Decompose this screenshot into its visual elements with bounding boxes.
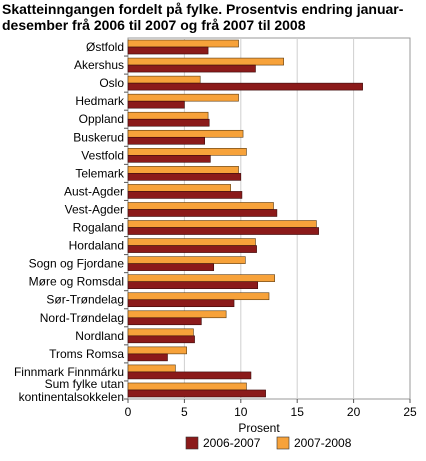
bar-2006-2007 xyxy=(127,136,206,145)
x-tick-label: 0 xyxy=(125,405,132,419)
bar-2007-2008 xyxy=(127,166,239,174)
bar-2006-2007 xyxy=(127,173,242,181)
legend-label: 2007-2008 xyxy=(294,436,352,450)
category-label: Sør-Trøndelag xyxy=(46,293,124,307)
x-tick-label: 5 xyxy=(181,405,188,419)
bar-2007-2008 xyxy=(127,364,176,373)
x-tick-label: 25 xyxy=(403,405,417,419)
x-axis-title: Prosent xyxy=(238,421,280,435)
bar-2007-2008 xyxy=(127,238,256,246)
category-label: Akershus xyxy=(74,58,124,72)
category-label: Sum fylke utan kontinentalsokkelen xyxy=(19,377,124,404)
x-tick-label: 20 xyxy=(347,405,361,419)
category-label: Hordaland xyxy=(69,239,124,253)
bar-2006-2007 xyxy=(127,209,278,217)
chart-title-line-2: desember frå 2006 til 2007 og frå 2007 t… xyxy=(2,17,306,33)
legend-swatch xyxy=(276,436,290,450)
bar-2006-2007 xyxy=(127,353,168,362)
bar-2006-2007 xyxy=(127,335,195,344)
bar-2007-2008 xyxy=(127,202,274,210)
bar-2006-2007 xyxy=(127,118,210,127)
bar-2006-2007 xyxy=(127,191,243,199)
category-label: Buskerud xyxy=(73,130,124,144)
category-label: Finnmark Finnmárku xyxy=(14,365,124,379)
category-label: Rogaland xyxy=(73,221,124,235)
category-label: Østfold xyxy=(86,40,124,54)
category-label: Sogn og Fjordane xyxy=(29,257,125,271)
category-label: Vest-Agder xyxy=(65,202,124,216)
category-label: Hedmark xyxy=(75,94,125,108)
x-tick-label: 10 xyxy=(234,405,248,419)
bar-2007-2008 xyxy=(127,328,194,337)
bar-2006-2007 xyxy=(127,245,257,253)
plot-area xyxy=(127,37,411,400)
bar-2006-2007 xyxy=(127,317,202,326)
bar-2007-2008 xyxy=(127,148,247,156)
bar-2007-2008 xyxy=(127,129,244,138)
category-label: Aust-Agder xyxy=(64,184,124,198)
category-label: Nord-Trøndelag xyxy=(40,311,124,325)
category-label: Troms Romsa xyxy=(49,347,124,361)
category-label-line: Sum fylke utan xyxy=(45,377,124,391)
chart-title: Skatteinngangen fordelt på fylke. Prosen… xyxy=(2,1,424,33)
bar-2006-2007 xyxy=(127,389,266,398)
bar-2007-2008 xyxy=(127,184,231,192)
bar-2007-2008 xyxy=(127,382,247,391)
chart-title-line-1: Skatteinngangen fordelt på fylke. Prosen… xyxy=(2,1,404,17)
bar-2006-2007 xyxy=(127,82,363,91)
category-label: Oslo xyxy=(99,76,124,90)
category-label-line: kontinentalsokkelen xyxy=(19,390,124,404)
bar-2006-2007 xyxy=(127,281,259,289)
bar-2007-2008 xyxy=(127,75,201,84)
bar-2007-2008 xyxy=(127,346,187,355)
bar-2006-2007 xyxy=(127,263,215,271)
legend-label: 2006-2007 xyxy=(203,436,261,450)
category-label: Vestfold xyxy=(81,148,124,162)
bar-2006-2007 xyxy=(127,100,185,109)
bar-2006-2007 xyxy=(127,64,256,73)
bar-2007-2008 xyxy=(127,274,275,282)
category-label: Telemark xyxy=(75,166,125,180)
bar-2006-2007 xyxy=(127,227,319,235)
bar-2007-2008 xyxy=(127,310,227,319)
x-tick-label: 15 xyxy=(291,405,305,419)
legend-swatch xyxy=(185,436,199,450)
bar-2006-2007 xyxy=(127,46,209,55)
bar-2007-2008 xyxy=(127,111,209,120)
bar-2007-2008 xyxy=(127,292,270,301)
bar-2006-2007 xyxy=(127,371,252,380)
bar-2007-2008 xyxy=(127,93,239,102)
bar-2006-2007 xyxy=(127,299,235,308)
bar-2006-2007 xyxy=(127,155,211,163)
bar-2007-2008 xyxy=(127,39,239,48)
bar-2007-2008 xyxy=(127,220,317,228)
category-label: Nordland xyxy=(75,329,124,343)
category-label: Møre og Romsdal xyxy=(29,275,124,289)
category-label: Oppland xyxy=(79,112,124,126)
bar-2007-2008 xyxy=(127,256,246,264)
bar-2007-2008 xyxy=(127,57,284,66)
